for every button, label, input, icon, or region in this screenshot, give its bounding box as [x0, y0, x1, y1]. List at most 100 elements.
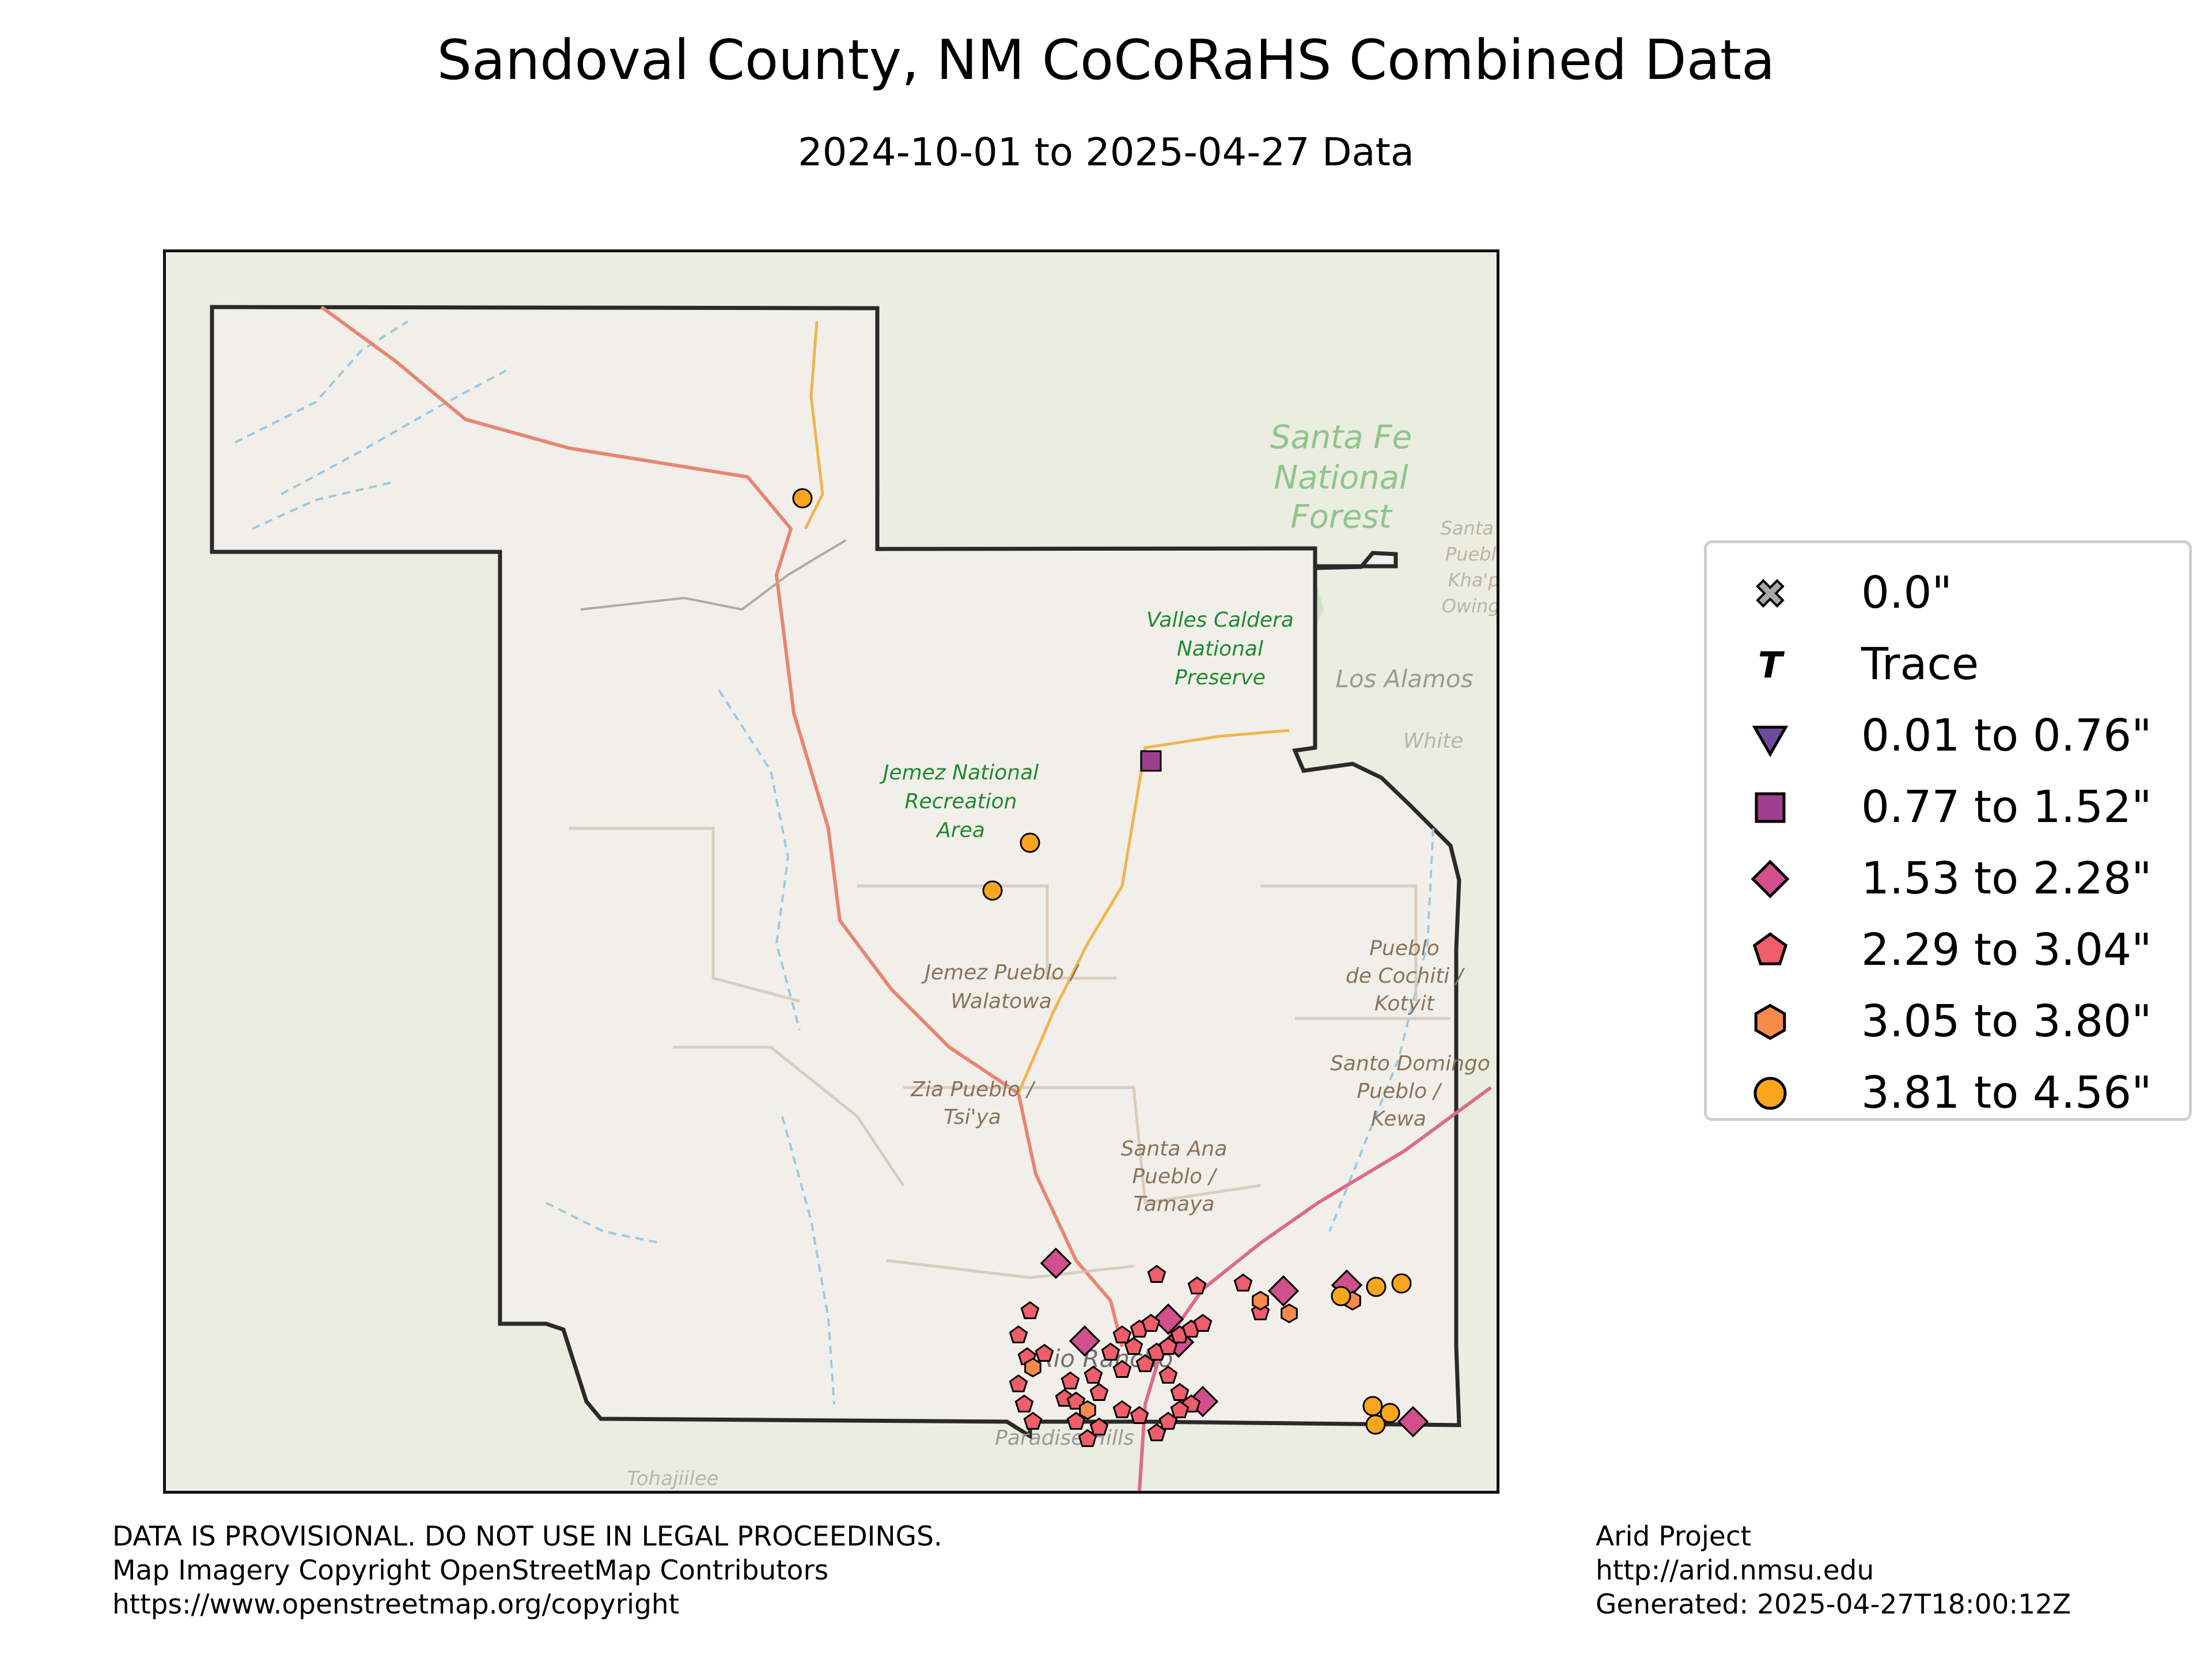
place-label: Forest — [1290, 498, 1392, 536]
project-link[interactable]: http://arid.nmsu.edu — [1596, 1555, 1874, 1586]
legend-label: 3.81 to 4.56" — [1861, 1067, 2152, 1119]
station-marker-diamond[interactable] — [1267, 1275, 1300, 1307]
legend-item: 3.81 to 4.56" — [1707, 1058, 2189, 1129]
station-marker-pentagon[interactable] — [1089, 1382, 1109, 1401]
place-label: Pueblo / — [1132, 1165, 1218, 1188]
place-label: Santa C — [1441, 517, 1497, 539]
place-label: Kha'p' — [1448, 569, 1497, 591]
place-label: Kotyit — [1374, 992, 1435, 1016]
station-marker-diamond[interactable] — [1397, 1406, 1429, 1438]
station-marker-pentagon[interactable] — [1078, 1429, 1097, 1447]
station-marker-pentagon[interactable] — [1014, 1394, 1034, 1412]
footer-disclaimer: DATA IS PROVISIONAL. DO NOT USE IN LEGAL… — [112, 1520, 942, 1622]
legend-item: 2.29 to 3.04" — [1707, 915, 2189, 986]
station-marker-square[interactable] — [1140, 750, 1162, 772]
station-marker-circle[interactable] — [1365, 1414, 1386, 1435]
station-marker-diamond[interactable] — [1152, 1303, 1184, 1335]
place-label: Paradise Hills — [995, 1426, 1134, 1450]
station-marker-pentagon[interactable] — [1066, 1411, 1086, 1430]
circle-icon — [1747, 1070, 1793, 1116]
legend-label: 3.05 to 3.80" — [1861, 996, 2152, 1047]
copyright-text: Map Imagery Copyright OpenStreetMap Cont… — [112, 1555, 829, 1586]
x-marker-icon — [1747, 570, 1793, 616]
place-label: Santo Domingo — [1330, 1052, 1490, 1075]
station-marker-pentagon[interactable] — [1060, 1371, 1080, 1389]
legend-label: 0.0" — [1861, 567, 1952, 619]
station-marker-pentagon[interactable] — [1101, 1342, 1120, 1361]
station-marker-pentagon[interactable] — [1020, 1301, 1040, 1319]
station-marker-pentagon[interactable] — [1084, 1365, 1103, 1384]
station-marker-pentagon[interactable] — [1158, 1411, 1178, 1430]
station-marker-pentagon[interactable] — [1170, 1382, 1190, 1401]
station-marker-pentagon[interactable] — [1233, 1273, 1253, 1291]
station-marker-hexagon[interactable] — [1281, 1303, 1298, 1324]
station-marker-pentagon[interactable] — [1112, 1400, 1132, 1418]
map-title: Sandoval County, NM CoCoRaHS Combined Da… — [437, 29, 1775, 92]
place-label: Jemez Pueblo / — [921, 961, 1080, 984]
station-marker-pentagon[interactable] — [1170, 1400, 1190, 1418]
station-marker-hexagon[interactable] — [1024, 1357, 1041, 1378]
station-marker-circle[interactable] — [1331, 1286, 1351, 1306]
station-marker-pentagon[interactable] — [1147, 1423, 1166, 1441]
station-marker-pentagon[interactable] — [1147, 1264, 1166, 1283]
triangle-down-icon — [1747, 713, 1793, 759]
legend-label: 0.77 to 1.52" — [1861, 782, 2152, 833]
station-marker-hexagon[interactable] — [1252, 1290, 1269, 1311]
legend-item: 0.01 to 0.76" — [1707, 700, 2189, 772]
hexagon-icon — [1747, 999, 1793, 1045]
station-marker-pentagon[interactable] — [1124, 1336, 1143, 1355]
place-label: Tohajiilee — [627, 1467, 718, 1490]
station-marker-pentagon[interactable] — [1035, 1343, 1054, 1362]
pentagon-icon — [1747, 927, 1793, 974]
place-label: Zia Pueblo / — [910, 1078, 1036, 1101]
place-label: Los Alamos — [1336, 665, 1474, 693]
place-label: Owinge — [1442, 595, 1497, 617]
legend-item: 0.0" — [1707, 558, 2189, 629]
copyright-link[interactable]: https://www.openstreetmap.org/copyright — [112, 1589, 680, 1620]
station-marker-pentagon[interactable] — [1130, 1406, 1149, 1424]
place-label: Jemez National — [880, 761, 1039, 785]
map-panel[interactable]: Santa Fe National Forest Valles Caldera Nati… — [163, 249, 1499, 1494]
station-marker-pentagon[interactable] — [1187, 1276, 1207, 1294]
legend-item: 0.77 to 1.52" — [1707, 772, 2189, 843]
station-marker-pentagon[interactable] — [1009, 1374, 1028, 1392]
station-marker-pentagon[interactable] — [1112, 1325, 1132, 1343]
station-markers[interactable] — [792, 488, 1429, 1447]
station-marker-diamond[interactable] — [1069, 1325, 1101, 1357]
legend-label: Trace — [1861, 639, 1979, 690]
place-label: Area — [935, 819, 985, 842]
place-label: Valles Caldera — [1146, 608, 1294, 632]
station-marker-circle[interactable] — [982, 880, 1003, 901]
station-marker-circle[interactable] — [792, 488, 813, 509]
place-label: Tsi'ya — [944, 1105, 1001, 1129]
roads — [320, 305, 1492, 1491]
station-marker-circle[interactable] — [1366, 1277, 1387, 1297]
station-marker-pentagon[interactable] — [1112, 1359, 1132, 1378]
station-marker-diamond[interactable] — [1040, 1247, 1072, 1279]
footer-credits: Arid Project http://arid.nmsu.edu Genera… — [1596, 1520, 2071, 1622]
water-lines — [234, 320, 1434, 1405]
legend-item: 1.53 to 2.28" — [1707, 843, 2189, 915]
place-label: White — [1403, 729, 1464, 753]
station-marker-pentagon[interactable] — [1141, 1313, 1161, 1332]
place-label: Pueblo — [1369, 937, 1440, 960]
station-marker-pentagon[interactable] — [1009, 1325, 1028, 1343]
station-marker-pentagon[interactable] — [1089, 1417, 1109, 1435]
station-marker-circle[interactable] — [1362, 1396, 1383, 1416]
station-marker-pentagon[interactable] — [1193, 1313, 1213, 1332]
station-marker-circle[interactable] — [1020, 832, 1040, 853]
place-label: Recreation — [905, 790, 1017, 813]
legend-item: 3.05 to 3.80" — [1707, 986, 2189, 1058]
legend-label: 0.01 to 0.76" — [1861, 710, 2152, 762]
station-marker-hexagon[interactable] — [1079, 1400, 1096, 1421]
station-marker-circle[interactable] — [1380, 1403, 1400, 1423]
legend-item: T Trace — [1707, 629, 2189, 700]
station-marker-pentagon[interactable] — [1158, 1365, 1178, 1384]
county-boundary — [210, 305, 1461, 1440]
station-marker-pentagon[interactable] — [1023, 1411, 1043, 1430]
disclaimer-text: DATA IS PROVISIONAL. DO NOT USE IN LEGAL… — [112, 1521, 942, 1552]
generated-timestamp: Generated: 2025-04-27T18:00:12Z — [1596, 1589, 2071, 1620]
station-marker-circle[interactable] — [1391, 1273, 1412, 1294]
